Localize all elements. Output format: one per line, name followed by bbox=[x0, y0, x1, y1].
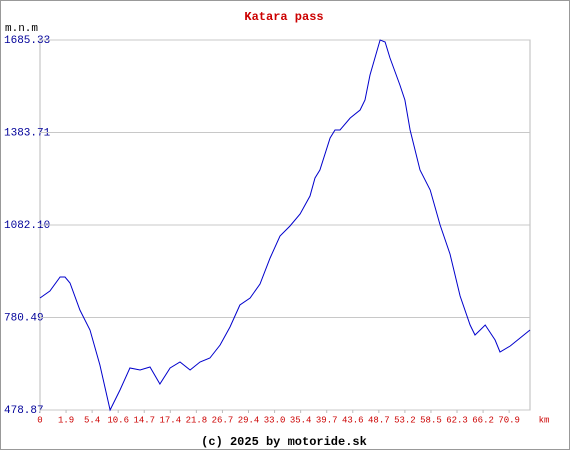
y-tick-label: 1082.10 bbox=[4, 220, 50, 232]
chart-title: Katara pass bbox=[244, 10, 323, 24]
x-tick-label: 58.5 bbox=[420, 415, 442, 425]
x-tick-label: 26.7 bbox=[212, 415, 234, 425]
y-axis-label: m.n.m bbox=[5, 23, 38, 35]
elevation-line bbox=[39, 39, 531, 412]
x-tick-label: 14.7 bbox=[133, 415, 155, 425]
x-tick-label: 39.7 bbox=[316, 415, 338, 425]
x-tick-label: 62.3 bbox=[446, 415, 468, 425]
footer: (c) 2025 by motoride.sk bbox=[201, 435, 367, 449]
x-tick-label: 0 bbox=[37, 415, 42, 425]
x-tick-label: 35.4 bbox=[290, 415, 312, 425]
x-tick-label: 43.6 bbox=[342, 415, 364, 425]
y-tick-label: 478.87 bbox=[4, 405, 44, 417]
y-tick-label: 1383.71 bbox=[4, 127, 51, 139]
x-tick-label: 70.9 bbox=[498, 415, 520, 425]
x-tick-label: 48.7 bbox=[368, 415, 390, 425]
x-tick-label: 21.8 bbox=[186, 415, 208, 425]
x-tick-label: 29.4 bbox=[238, 415, 260, 425]
y-tick-label: 780.49 bbox=[4, 312, 44, 324]
x-axis-label: km bbox=[539, 415, 550, 425]
x-tick-label: 66.2 bbox=[472, 415, 494, 425]
x-tick-label: 17.4 bbox=[160, 415, 182, 425]
x-tick-label: 5.4 bbox=[84, 415, 100, 425]
y-tick-label: 1685.33 bbox=[4, 35, 50, 47]
x-tick-label: 10.6 bbox=[107, 415, 129, 425]
x-tick-label: 53.2 bbox=[394, 415, 416, 425]
x-tick-label: 1.9 bbox=[58, 415, 74, 425]
x-tick-label: 33.0 bbox=[264, 415, 286, 425]
